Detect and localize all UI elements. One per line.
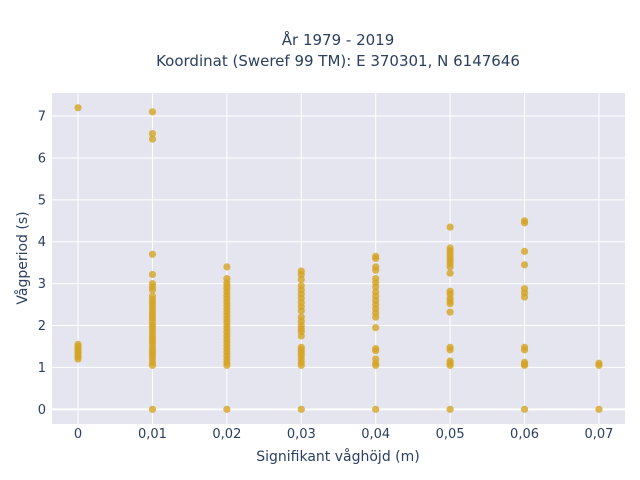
data-point [148,286,157,294]
x-tick-label: 0,04 [361,427,390,442]
x-tick-label: 0,06 [510,427,539,442]
chart-title-line-1: År 1979 - 2019 [282,30,395,49]
data-point [520,293,529,301]
chart-title: År 1979 - 2019 Koordinat (Sweref 99 TM):… [156,30,520,70]
data-point [595,405,603,413]
data-point [372,324,380,332]
data-point [520,219,529,227]
data-point [520,247,529,255]
data-points [74,104,603,413]
data-point [148,250,157,258]
x-tick-label: 0,03 [287,427,316,442]
data-point [520,405,529,413]
data-point [297,405,305,413]
data-point [372,266,380,274]
x-axis-title: Signifikant våghöjd (m) [256,448,419,465]
data-point [372,254,380,263]
data-point [297,361,305,369]
y-tick-label: 4 [38,235,46,250]
data-point [372,405,380,413]
data-point [446,263,454,271]
data-point [520,361,529,369]
data-point [446,361,454,369]
data-point [297,275,305,284]
data-point [595,361,603,369]
data-point [148,130,157,138]
chart-title-line-2: Koordinat (Sweref 99 TM): E 370301, N 61… [156,52,520,70]
plot-area [52,93,625,424]
y-tick-label: 1 [38,361,46,376]
y-tick-label: 6 [38,151,46,166]
data-point [148,405,157,413]
x-tick-label: 0 [74,427,82,442]
data-point [223,263,231,271]
y-tick-label: 5 [38,193,46,208]
x-tick-label: 0,01 [138,427,167,442]
data-point [446,405,454,413]
data-point [446,308,454,316]
data-point [74,104,82,112]
data-point [297,270,305,279]
data-point [223,361,231,369]
x-tick-label: 0,02 [212,427,241,442]
y-tick-label: 7 [38,110,46,125]
data-point [446,269,454,277]
data-point [148,135,157,143]
data-point [372,361,380,369]
data-point [520,261,529,269]
x-tick-label: 0,07 [584,427,613,442]
data-point [148,270,157,279]
data-point [74,355,82,363]
data-point [223,405,231,413]
data-point [446,223,454,231]
y-tick-label: 0 [38,403,46,418]
y-axis-ticks: 0 1 2 3 4 5 6 7 [38,110,46,418]
data-point [446,300,454,308]
data-point [520,346,529,354]
data-point [372,283,380,291]
y-axis-title: Vågperiod (s) [14,211,31,304]
data-point [148,108,157,116]
data-point [446,346,454,354]
x-tick-label: 0,05 [436,427,465,442]
data-point [297,332,305,340]
y-tick-label: 3 [38,277,46,292]
data-point [297,307,305,315]
data-point [372,347,380,355]
x-axis-ticks: 0 0,01 0,02 0,03 0,04 0,05 0,06 0,07 [74,427,614,442]
data-point [148,361,157,369]
y-tick-label: 2 [38,319,46,334]
data-point [372,313,380,321]
